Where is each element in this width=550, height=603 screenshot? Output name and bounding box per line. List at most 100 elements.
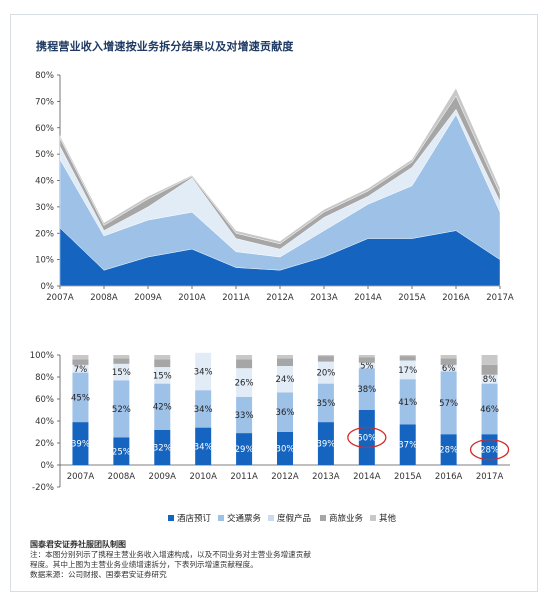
data-label: 45%	[71, 393, 90, 403]
data-label: 39%	[71, 440, 90, 450]
bar-0	[195, 427, 212, 465]
bar-3	[358, 357, 375, 363]
bar-3	[317, 356, 334, 362]
bar-4	[440, 355, 457, 359]
bar-1	[399, 379, 416, 425]
data-label: 5%	[360, 361, 374, 371]
bar-4	[277, 355, 293, 359]
x-tick-label: 2009A	[134, 293, 162, 303]
y-tick-label: 40%	[35, 417, 54, 427]
highlight-circle	[469, 438, 510, 461]
data-label: 6%	[442, 364, 456, 374]
data-label: 42%	[153, 403, 172, 413]
data-label: 35%	[316, 399, 335, 409]
bar-2	[317, 361, 334, 384]
data-label: 26%	[235, 379, 254, 389]
y-tick-label: 30%	[35, 203, 54, 213]
legend-label: 商旅业务	[329, 513, 364, 524]
bar-4	[72, 355, 89, 360]
bar-4	[236, 355, 253, 360]
bar-2	[440, 364, 457, 372]
bar-1	[113, 380, 130, 438]
note-line-1: 注：本图分别列示了携程主营业务收入增速构成，以及不同业务对主营业务增速贡献	[30, 550, 311, 559]
y-tick-label: 60%	[35, 124, 54, 134]
data-label: 24%	[276, 375, 295, 385]
area-chart: 0% 10% 20% 30% 40% 50% 60% 70% 80% 2007A 2008A 2009…	[35, 71, 514, 303]
bar-2	[399, 360, 416, 380]
x-tick-label: 2012A	[271, 472, 299, 482]
x-tick-label: 2017A	[486, 293, 514, 303]
y-tick-label: -20%	[32, 483, 54, 493]
x-tick-label: 2013A	[312, 472, 340, 482]
data-label: 52%	[112, 405, 131, 415]
x-tick-label: 2009A	[149, 472, 177, 482]
bar-1	[154, 383, 171, 430]
data-label: 25%	[112, 447, 131, 457]
data-label: 28%	[439, 446, 458, 456]
x-tick-label: 2012A	[266, 293, 294, 303]
y-tick-label: 40%	[35, 177, 54, 187]
data-label: 38%	[357, 385, 376, 395]
bar-1	[358, 368, 375, 410]
legend-label: 交通票务	[227, 513, 262, 524]
bar-0	[358, 410, 375, 465]
bar-0	[399, 424, 416, 465]
note-line-2: 程度。其中上图为主营业务业绩增速拆分，下表列示增速贡献程度。	[30, 560, 258, 569]
x-tick-label: 2014A	[354, 293, 382, 303]
bar-3	[236, 359, 253, 369]
bar-0	[236, 433, 253, 465]
data-label: 41%	[398, 398, 417, 408]
x-tick-label: 2016A	[442, 293, 470, 303]
data-label: 28%	[480, 446, 499, 456]
source-title: 国泰君安证券社服团队制图	[30, 540, 126, 549]
legend-swatch	[268, 515, 274, 521]
y-tick-label: 100%	[30, 351, 54, 361]
x-tick-label: 2015A	[394, 472, 422, 482]
data-label: 57%	[439, 399, 458, 409]
y-tick-label: 10%	[35, 256, 54, 266]
y-tick-label: 50%	[35, 150, 54, 160]
bar-0	[440, 434, 457, 465]
data-label: 8%	[483, 375, 497, 385]
y-tick-label: 80%	[35, 373, 54, 383]
bar-1	[236, 396, 253, 434]
chart-title: 携程营业收入增速按业务拆分结果以及对增速贡献度	[36, 40, 294, 53]
legend-swatch	[168, 515, 174, 521]
bar-1	[317, 383, 334, 423]
x-tick-label: 2011A	[230, 472, 258, 482]
data-label: 34%	[194, 405, 213, 415]
data-label: 15%	[153, 371, 172, 381]
bar-4	[113, 355, 130, 359]
x-tick-label: 2008A	[108, 472, 136, 482]
x-tick-label: 2010A	[178, 293, 206, 303]
bar-1	[195, 390, 212, 428]
legend-label: 其他	[379, 513, 397, 524]
x-tick-label: 2013A	[310, 293, 338, 303]
data-label: 46%	[480, 405, 499, 415]
bar-1	[481, 383, 498, 435]
bar-0	[72, 422, 89, 465]
x-tick-label: 2011A	[222, 293, 250, 303]
x-tick-label: 2008A	[90, 293, 118, 303]
bar-2	[236, 368, 253, 397]
highlight-circle	[347, 426, 387, 449]
y-tick-label: 80%	[35, 71, 54, 81]
data-label: 39%	[316, 440, 335, 450]
data-label: 15%	[112, 368, 131, 378]
bar-2	[195, 352, 212, 391]
legend-swatch	[218, 515, 224, 521]
data-label: 36%	[276, 408, 295, 418]
bar-0	[317, 422, 334, 465]
x-tick-label: 2015A	[398, 293, 426, 303]
bar-3	[481, 364, 498, 375]
y-tick-label: 70%	[35, 97, 54, 107]
bar-1	[72, 372, 89, 423]
data-label: 7%	[74, 365, 88, 375]
bar-2	[358, 362, 375, 369]
bar-3	[399, 356, 416, 361]
bar-0	[481, 434, 498, 465]
note-line-3: 数据来源：公司财报、国泰君安证券研究	[30, 570, 167, 579]
bar-0	[113, 437, 130, 465]
bar-3	[72, 359, 89, 365]
legend-swatch	[370, 515, 376, 521]
